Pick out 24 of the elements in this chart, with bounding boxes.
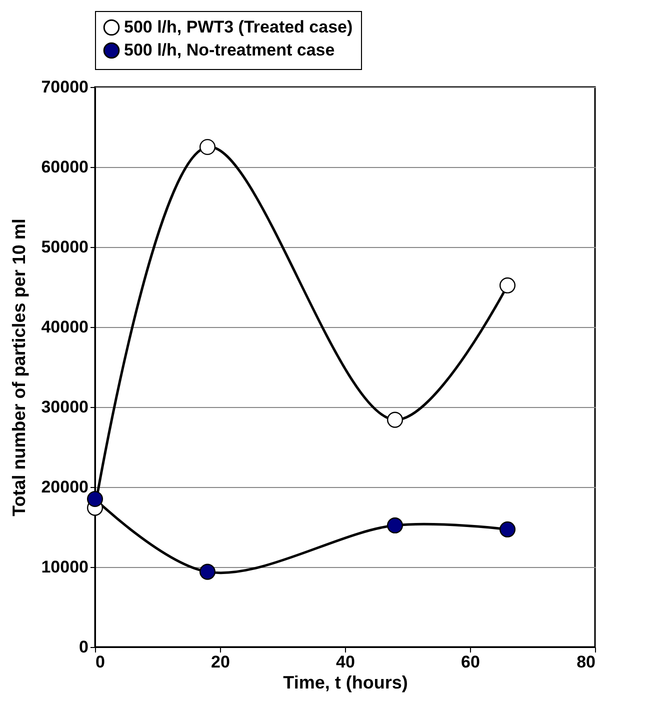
y-tick-label: 60000 (41, 158, 88, 176)
legend-label: 500 l/h, PWT3 (Treated case) (124, 18, 353, 36)
y-tick-label: 40000 (41, 318, 88, 336)
point (199, 564, 216, 580)
x-axis-title: Time, t (hours) (283, 672, 408, 692)
y-tick-label: 50000 (41, 238, 88, 256)
y-tick-label: 20000 (41, 478, 88, 496)
point (86, 491, 104, 507)
point (386, 517, 404, 534)
y-tick-label: 0 (79, 638, 88, 656)
x-tick-label: 20 (211, 652, 230, 672)
x-tick-label: 80 (576, 652, 596, 672)
x-tick-label: 40 (336, 652, 355, 672)
x-tick-label: 60 (461, 652, 480, 672)
x-tick-label: 0 (96, 652, 105, 672)
y-axis-title: Total number of particles per 10 ml (9, 218, 30, 516)
legend-label: 500 l/h, No-treatment case (124, 40, 335, 60)
y-tick-label: 10000 (41, 558, 88, 576)
y-tick-label: 30000 (41, 398, 88, 416)
point (199, 139, 216, 155)
point (499, 521, 516, 538)
point (499, 277, 516, 294)
y-tick-label: 70000 (41, 78, 88, 96)
point (386, 412, 404, 428)
